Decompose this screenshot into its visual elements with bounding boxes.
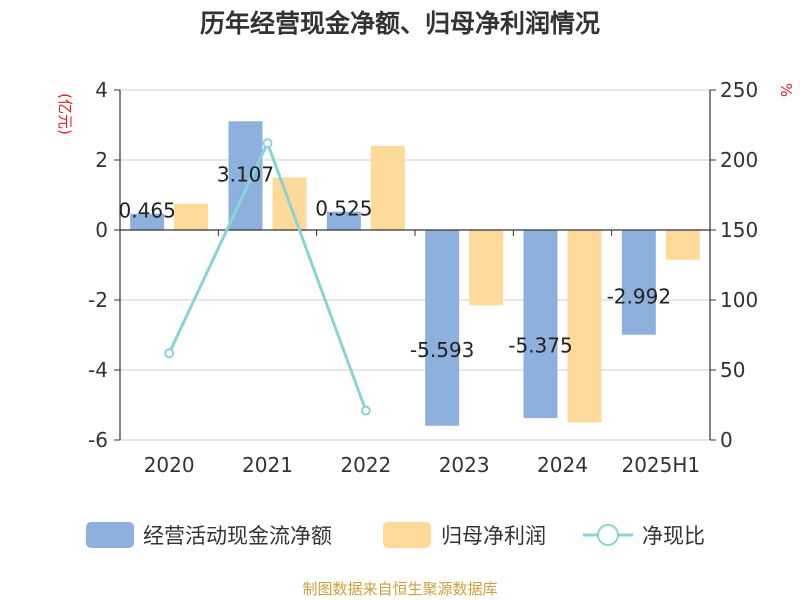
left-axis-unit: (亿元) bbox=[56, 93, 74, 135]
legend: 经营活动现金流净额 归母净利润 净现比 bbox=[86, 522, 705, 548]
cashflow-data-label: -5.593 bbox=[410, 338, 474, 362]
ratio-point bbox=[164, 348, 175, 359]
ratio-point bbox=[262, 138, 273, 149]
net-profit-bar bbox=[567, 230, 602, 423]
legend-marker-ratio bbox=[597, 524, 619, 546]
cashflow-bar bbox=[523, 230, 558, 419]
cashflow-data-label: -2.992 bbox=[607, 285, 671, 309]
legend-swatch-cashflow bbox=[86, 522, 134, 548]
net-profit-bar bbox=[174, 203, 209, 230]
cashflow-bar bbox=[621, 230, 656, 335]
cashflow-data-label: 0.465 bbox=[119, 199, 176, 223]
left-tick-label: 2 bbox=[95, 148, 108, 172]
right-tick-label: 100 bbox=[720, 288, 758, 312]
right-tick-label: 0 bbox=[720, 428, 733, 452]
x-tick-label: 2024 bbox=[537, 453, 588, 477]
chart-title: 历年经营现金净额、归母净利润情况 bbox=[200, 9, 600, 38]
legend-label-net-profit: 归母净利润 bbox=[441, 524, 546, 548]
x-tick-label: 2025H1 bbox=[621, 453, 700, 477]
cashflow-data-label: 3.107 bbox=[217, 162, 274, 186]
right-tick-label: 200 bbox=[720, 148, 758, 172]
cashflow-bar bbox=[425, 230, 460, 426]
legend-label-ratio: 净现比 bbox=[642, 524, 705, 548]
legend-label-cashflow: 经营活动现金流净额 bbox=[143, 524, 332, 548]
bars bbox=[130, 121, 700, 426]
left-tick-label: -4 bbox=[88, 358, 108, 382]
x-tick-label: 2020 bbox=[144, 453, 195, 477]
axes: 4 2 0 -2 -4 -6 250 200 150 100 50 0 2020 2021 2022 2023… bbox=[88, 78, 758, 477]
net-profit-bar bbox=[469, 230, 504, 306]
net-profit-bar bbox=[370, 146, 405, 230]
gridlines bbox=[120, 89, 710, 441]
left-tick-label: 4 bbox=[95, 78, 108, 102]
left-tick-label: -6 bbox=[88, 428, 108, 452]
right-tick-label: 150 bbox=[720, 218, 758, 242]
data-labels: 0.465 3.107 0.525 -5.593 -5.375 -2.992 bbox=[119, 162, 672, 362]
cashflow-data-label: -5.375 bbox=[508, 334, 572, 358]
right-tick-label: 50 bbox=[720, 358, 745, 382]
right-tick-label: 250 bbox=[720, 78, 758, 102]
source-note: 制图数据来自恒生聚源数据库 bbox=[302, 580, 497, 598]
ratio-line bbox=[164, 138, 371, 416]
cashflow-bar bbox=[326, 211, 361, 230]
left-tick-label: -2 bbox=[88, 288, 108, 312]
ratio-point bbox=[360, 405, 371, 416]
cashflow-data-label: 0.525 bbox=[315, 197, 372, 221]
cashflow-bar bbox=[130, 213, 165, 230]
left-tick-label: 0 bbox=[95, 218, 108, 242]
right-axis-unit: % bbox=[777, 83, 795, 97]
net-profit-bar bbox=[665, 230, 700, 260]
x-tick-label: 2023 bbox=[439, 453, 490, 477]
x-tick-label: 2022 bbox=[340, 453, 391, 477]
x-tick-label: 2021 bbox=[242, 453, 293, 477]
legend-swatch-net-profit bbox=[383, 522, 431, 548]
